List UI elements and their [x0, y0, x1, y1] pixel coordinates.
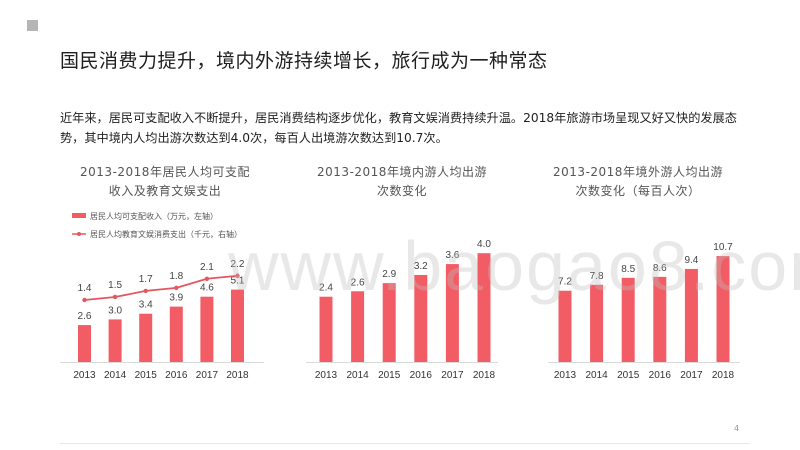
chart1-title: 2013-2018年居民人均可支配 收入及教育文娱支出 [60, 163, 270, 201]
slide-title: 国民消费力提升，境内外游持续增长，旅行成为一种常态 [60, 50, 548, 72]
x-tick-label: 2016 [649, 370, 672, 381]
chart3-title: 2013-2018年境外游人均出游 次数变化（每百人次） [543, 163, 733, 201]
line-point [204, 276, 210, 281]
chart3-title-line1: 2013-2018年境外游人均出游 [553, 165, 723, 179]
bar-data-label: 3.9 [169, 293, 183, 304]
bar-data-label: 2.6 [78, 311, 92, 322]
corner-accent-square [27, 20, 38, 31]
series-line [84, 274, 238, 301]
bar [477, 253, 491, 362]
x-tick-label: 2018 [712, 370, 735, 381]
bar [621, 277, 635, 362]
bar-data-label: 4.0 [477, 239, 491, 250]
line-data-label: 1.8 [169, 271, 183, 282]
intro-paragraph: 近年来，居民可支配收入不断提升，居民消费结构逐步优化，教育文娱消费持续升温。20… [60, 111, 737, 145]
bar-data-label: 4.6 [200, 283, 214, 294]
bar-data-label: 9.4 [684, 255, 698, 266]
x-tick-label: 2017 [680, 370, 703, 381]
line-point [235, 273, 240, 278]
x-tick-label: 2016 [410, 370, 433, 381]
bar-data-label: 7.2 [558, 277, 572, 288]
x-tick-label: 2013 [73, 370, 96, 381]
bar [653, 276, 667, 362]
x-tick-label: 2014 [346, 370, 369, 381]
line-point [143, 288, 148, 294]
bar [200, 296, 214, 362]
line-point [82, 297, 87, 303]
bar [78, 325, 91, 362]
bar [716, 256, 730, 362]
x-tick-label: 2014 [104, 370, 127, 381]
chart3-title-line2: 次数变化（每百人次） [575, 184, 701, 198]
bar-data-label: 8.6 [653, 263, 667, 274]
bar [684, 268, 698, 362]
bar [139, 313, 153, 362]
bar [108, 319, 122, 362]
bar [590, 284, 604, 362]
x-tick-label: 2018 [226, 370, 249, 381]
x-tick-label: 2014 [585, 370, 608, 381]
bar [445, 264, 459, 362]
x-tick-label: 2015 [617, 370, 640, 381]
bar-data-label: 2.4 [319, 283, 333, 294]
bar-data-label: 5.1 [231, 276, 245, 287]
bar-data-label: 3.6 [445, 250, 459, 261]
x-tick-label: 2013 [315, 370, 338, 381]
bar-data-label: 2.6 [351, 277, 365, 288]
watermark: www.baogao8.com [228, 227, 800, 305]
x-tick-label: 2017 [441, 370, 464, 381]
x-tick-label: 2018 [473, 370, 496, 381]
bar-data-label: 3.0 [108, 305, 122, 316]
bar-data-label: 8.5 [621, 264, 635, 275]
bar [558, 290, 572, 362]
chart1-title-line1: 2013-2018年居民人均可支配 [80, 165, 250, 179]
bar [319, 296, 333, 362]
x-tick-label: 2016 [165, 370, 188, 381]
legend-bar-label: 居民人均可支配收入（万元，左轴） [90, 211, 218, 221]
bar [169, 306, 183, 362]
footer-divider [60, 443, 750, 444]
bar [382, 283, 396, 362]
legend-line-marker [77, 232, 81, 236]
x-tick-label: 2015 [135, 370, 158, 381]
chart1-title-line2: 收入及教育文娱支出 [108, 184, 222, 198]
x-tick-label: 2017 [196, 370, 219, 381]
bar-data-label: 10.7 [713, 242, 733, 253]
line-data-label: 2.2 [231, 259, 245, 270]
bar [231, 289, 244, 362]
line-data-label: 1.5 [108, 280, 122, 291]
bar-data-label: 3.2 [414, 261, 428, 272]
chart2-title: 2013-2018年境内游人均出游 次数变化 [307, 163, 497, 201]
legend-line-label: 居民人均教育文娱消费支出（千元，右轴） [90, 229, 242, 239]
page-number: 4 [734, 424, 740, 433]
bar [351, 291, 365, 362]
bar-data-label: 7.8 [590, 271, 604, 282]
bar-data-label: 2.9 [382, 269, 396, 280]
bar-data-label: 3.4 [139, 300, 153, 311]
line-data-label: 2.1 [200, 262, 214, 273]
x-tick-label: 2015 [378, 370, 401, 381]
line-data-label: 1.4 [78, 283, 92, 294]
x-tick-label: 2013 [554, 370, 577, 381]
chart2-title-line2: 次数变化 [376, 184, 427, 198]
legend-bar-swatch [72, 213, 86, 218]
line-data-label: 1.7 [139, 274, 153, 285]
bar [414, 274, 428, 362]
line-point [174, 285, 179, 291]
chart2-title-line1: 2013-2018年境内游人均出游 [317, 165, 487, 179]
line-point [112, 294, 118, 300]
